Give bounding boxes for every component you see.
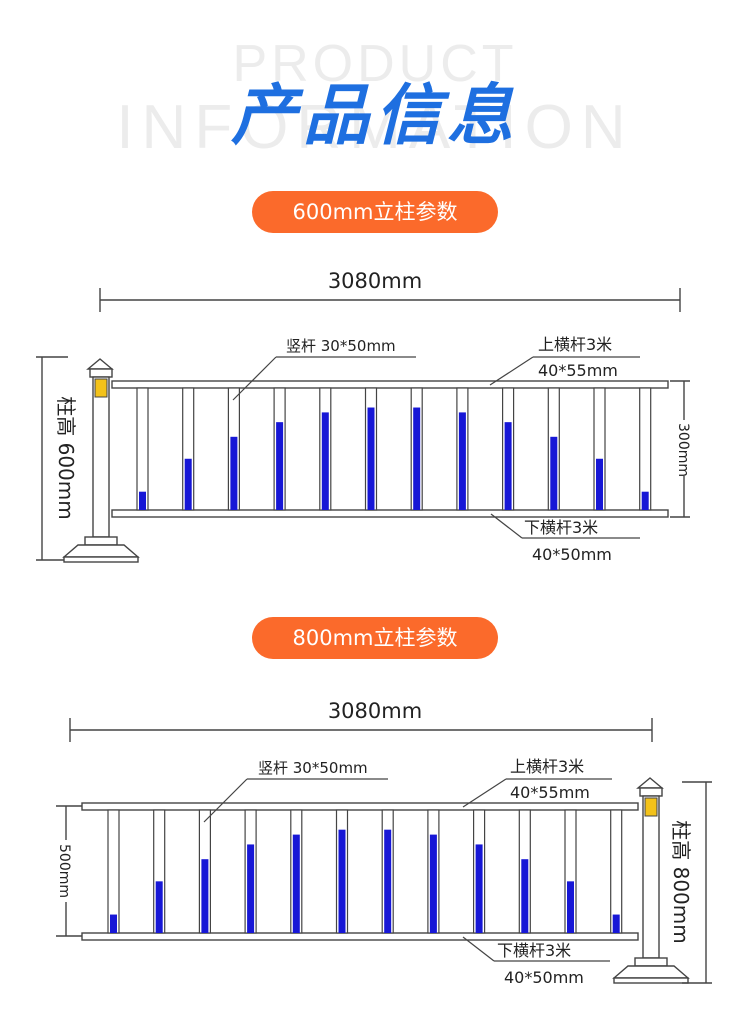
vertical-bar-leader	[232, 356, 277, 401]
bottom-rail-size-label: 40*50mm	[504, 968, 584, 987]
fence-diagram-600: 3080mm 柱高 600mm 300mm 竖杆 30*50mm 上横杆3米 4…	[36, 269, 692, 564]
page-title: 产品信息	[231, 77, 519, 154]
blue-reflective-strip	[110, 914, 117, 933]
blue-reflective-strip	[321, 412, 329, 510]
vertical-bar	[518, 809, 531, 934]
top-rail	[111, 380, 669, 389]
vertical-bar	[153, 809, 166, 934]
vertical-bar-label: 竖杆 30*50mm	[286, 337, 396, 355]
vertical-bar	[473, 809, 486, 934]
blue-reflective-strip	[550, 436, 558, 510]
bottom-rail	[111, 509, 669, 518]
top-rail-leader	[462, 778, 507, 808]
reflector-yellow	[94, 378, 108, 398]
vertical-bar	[456, 387, 469, 511]
bottom-rail-size-label: 40*50mm	[532, 545, 612, 564]
blue-reflective-strip	[384, 829, 392, 933]
vertical-bar-label: 竖杆 30*50mm	[258, 759, 368, 777]
bottom-rail	[81, 932, 639, 941]
blue-reflective-strip	[338, 829, 346, 933]
badge-600: 600mm立柱参数	[252, 191, 498, 233]
top-rail-size-label: 40*55mm	[510, 783, 590, 802]
panel-height-label-bg	[57, 840, 73, 902]
vertical-bar	[107, 809, 120, 934]
vertical-bar	[198, 809, 211, 934]
header-bg-word-1: PRODUCT	[232, 35, 518, 93]
blue-reflective-strip	[247, 844, 255, 933]
blue-reflective-strip	[230, 436, 238, 510]
top-rail	[81, 802, 639, 811]
vertical-bar	[410, 387, 423, 511]
blue-reflective-strip	[429, 834, 437, 933]
vertical-bar	[427, 809, 440, 934]
blue-reflective-strip	[155, 881, 163, 933]
vertical-bar	[610, 809, 623, 934]
badge-800: 800mm立柱参数	[252, 617, 498, 659]
vertical-bar	[593, 387, 606, 511]
vertical-bar	[502, 387, 515, 511]
blue-reflective-strip	[184, 458, 192, 510]
vertical-bar-leader	[203, 778, 248, 823]
blue-reflective-strip	[567, 881, 574, 933]
fence-post	[612, 777, 690, 984]
vertical-bars	[136, 387, 652, 511]
blue-reflective-strip	[292, 834, 300, 933]
blue-reflective-strip	[139, 491, 146, 510]
vertical-bar	[564, 809, 577, 934]
blue-reflective-strip	[413, 407, 421, 510]
header-bg-word-2: INFORMATION	[116, 93, 634, 162]
blue-reflective-strip	[521, 859, 529, 933]
vertical-bar	[136, 387, 149, 511]
total-length-label: 3080mm	[328, 699, 422, 723]
vertical-bar	[364, 387, 378, 511]
top-rail-name-label: 上横杆3米	[510, 757, 584, 776]
fence-diagram-800: 3080mm 500mm 柱高 800mm 竖杆 30*50mm 上横杆3米 4…	[56, 699, 712, 987]
vertical-bar	[273, 387, 286, 511]
vertical-bar	[227, 387, 240, 511]
vertical-bar	[381, 809, 394, 934]
blue-reflective-strip	[201, 859, 209, 933]
blue-reflective-strip	[596, 458, 603, 510]
vertical-bar	[182, 387, 195, 511]
blue-reflective-strip	[641, 491, 649, 510]
panel-height-label-bg	[676, 420, 692, 476]
top-rail-name-label: 上横杆3米	[538, 335, 612, 354]
bottom-rail-leader	[462, 936, 495, 962]
top-rail-leader	[489, 356, 534, 386]
vertical-bar	[335, 809, 349, 934]
fence-post	[62, 358, 140, 563]
header: PRODUCT INFORMATION 产品信息	[0, 0, 750, 170]
blue-reflective-strip	[276, 422, 284, 510]
blue-reflective-strip	[458, 412, 466, 510]
post-height-label: 柱高 600mm	[54, 396, 78, 520]
vertical-bar	[639, 387, 652, 511]
blue-reflective-strip	[504, 422, 512, 510]
blue-reflective-strip	[612, 914, 620, 933]
post-height-label: 柱高 800mm	[669, 820, 693, 944]
vertical-bar	[290, 809, 303, 934]
vertical-bar	[319, 387, 332, 511]
blue-reflective-strip	[475, 844, 483, 933]
top-rail-size-label: 40*55mm	[538, 361, 618, 380]
vertical-bars	[107, 809, 623, 934]
panel-height-label: 500mm	[56, 844, 72, 898]
bottom-rail-name-label: 下横杆3米	[524, 518, 598, 537]
blue-reflective-strip	[367, 407, 375, 510]
vertical-bar	[244, 809, 257, 934]
reflector-yellow	[644, 797, 658, 817]
vertical-bar	[547, 387, 560, 511]
total-length-label: 3080mm	[328, 269, 422, 293]
bottom-rail-leader	[490, 513, 523, 539]
panel-height-label: 300mm	[675, 423, 691, 477]
bottom-rail-name-label: 下横杆3米	[497, 941, 571, 960]
